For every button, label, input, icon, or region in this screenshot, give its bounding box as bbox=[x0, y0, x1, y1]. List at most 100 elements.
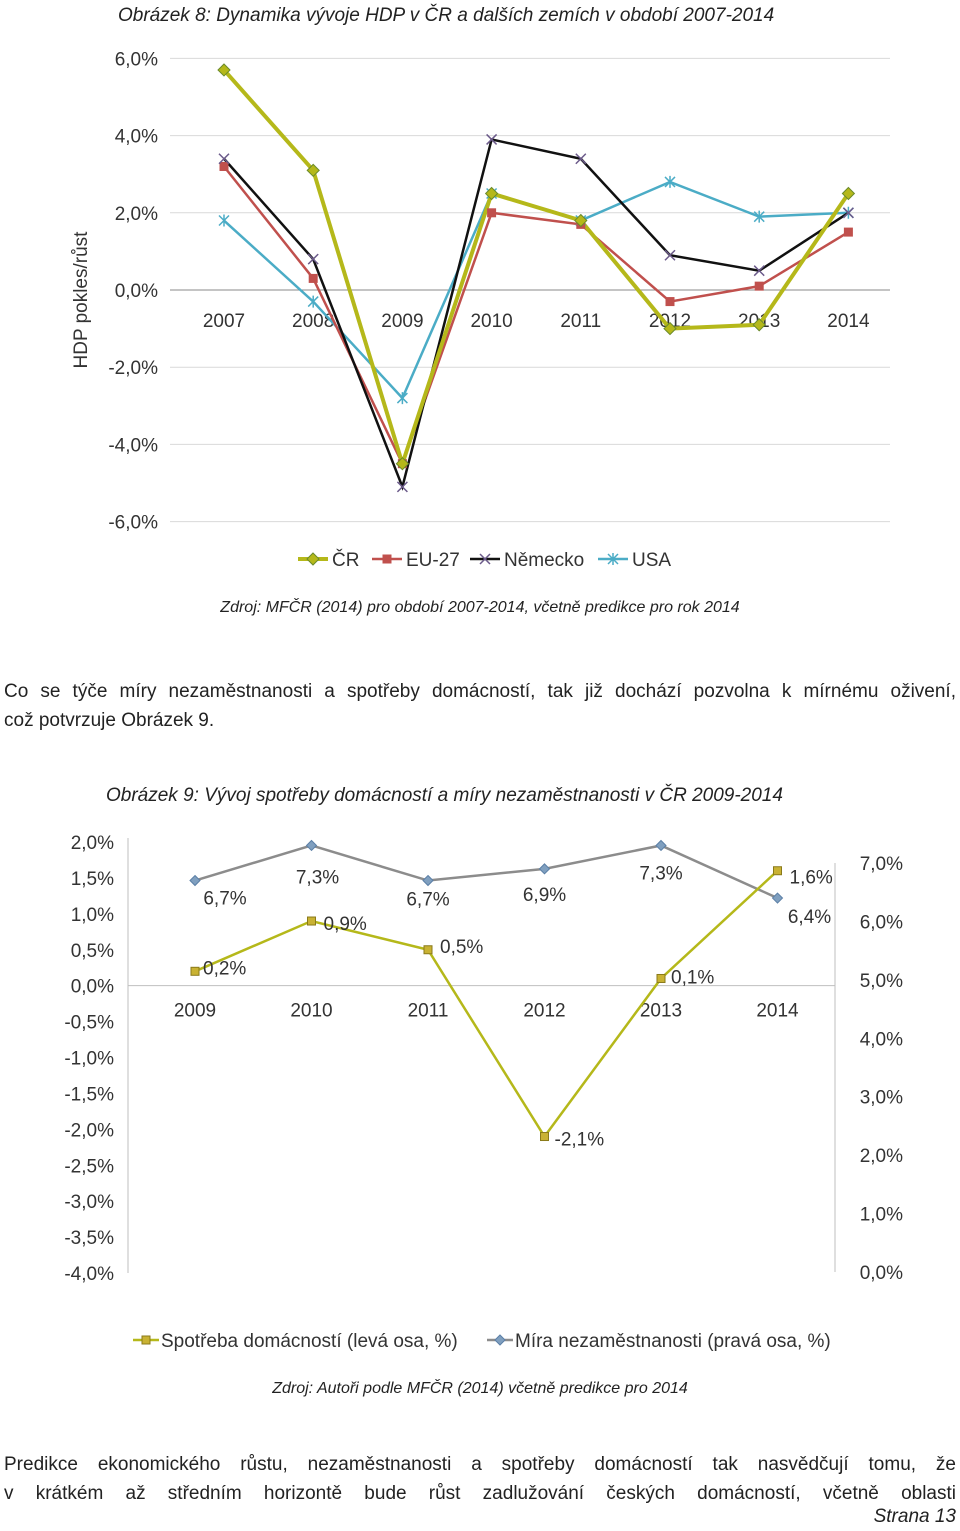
x-tick-label: 2009 bbox=[174, 1001, 216, 1022]
consumption-line bbox=[194, 869, 779, 1139]
unemployment-point bbox=[771, 892, 784, 904]
right-tick-label: 5,0% bbox=[860, 971, 903, 992]
right-tick-label: 1,0% bbox=[860, 1205, 903, 1226]
data-point bbox=[308, 273, 318, 283]
y-tick-label: -4,0% bbox=[108, 435, 158, 456]
left-tick-label: -3,0% bbox=[64, 1192, 114, 1213]
data-point bbox=[396, 481, 408, 493]
data-point bbox=[307, 295, 319, 308]
data-point bbox=[487, 208, 497, 218]
right-tick-label: 3,0% bbox=[860, 1088, 903, 1109]
consumption-point bbox=[190, 966, 200, 976]
consumption-unemployment-chart: 2,0% 1,5% 1,0% 0,5% 0,0% -0,5% -1,0% -1,5% -2,0%… bbox=[64, 833, 903, 1352]
data-point bbox=[306, 163, 320, 178]
x-tick-label: 2010 bbox=[470, 311, 512, 332]
legend-label: Míra nezaměstnanosti (pravá osa, %) bbox=[515, 1331, 831, 1352]
data-point bbox=[663, 321, 677, 336]
data-point bbox=[219, 161, 229, 171]
left-tick-label: 0,5% bbox=[71, 941, 114, 962]
unemployment-data-label: 7,3% bbox=[296, 867, 339, 888]
right-tick-label: 0,0% bbox=[860, 1263, 903, 1284]
x-tick-label: 2014 bbox=[756, 1001, 799, 1022]
right-tick-label: 4,0% bbox=[860, 1029, 903, 1050]
unemployment-point bbox=[655, 839, 667, 852]
consumption-data-label: 0,1% bbox=[671, 967, 714, 988]
x-tick-label: 2008 bbox=[292, 311, 334, 332]
x-tick-label: 2012 bbox=[523, 1001, 565, 1022]
legend-label: USA bbox=[632, 550, 671, 571]
x-tick-label: 2013 bbox=[640, 1001, 682, 1022]
data-point bbox=[217, 63, 231, 77]
data-point bbox=[753, 265, 765, 277]
left-tick-label: -1,0% bbox=[64, 1049, 114, 1070]
legend-marker bbox=[494, 1334, 506, 1346]
data-point bbox=[395, 456, 410, 471]
left-tick-label: -1,5% bbox=[64, 1084, 114, 1105]
unemployment-point bbox=[538, 863, 551, 875]
legend-label: EU-27 bbox=[406, 550, 460, 571]
figure9-caption: Obrázek 9: Vývoj spotřeby domácností a m… bbox=[106, 785, 783, 806]
data-point bbox=[307, 253, 319, 265]
left-tick-label: -4,0% bbox=[64, 1264, 114, 1285]
right-tick-label: 7,0% bbox=[860, 854, 903, 875]
consumption-data-label: 0,5% bbox=[440, 937, 483, 958]
data-point bbox=[396, 392, 408, 405]
figure8-source: Zdroj: MFČR (2014) pro období 2007-2014,… bbox=[220, 599, 740, 616]
consumption-point bbox=[773, 866, 782, 876]
consumption-data-label: 0,9% bbox=[324, 914, 367, 935]
consumption-data-label: 0,2% bbox=[203, 958, 246, 979]
left-tick-label: 0,0% bbox=[71, 977, 114, 998]
gdp-chart: 6,0% 4,0% 2,0% 0,0% -2,0% -4,0% -6,0% HDP pokle… bbox=[71, 49, 890, 571]
legend-marker bbox=[141, 1335, 151, 1345]
y-tick-label: 4,0% bbox=[115, 127, 158, 148]
left-tick-label: -2,5% bbox=[64, 1156, 114, 1177]
y-tick-label: 6,0% bbox=[115, 49, 158, 70]
legend-marker bbox=[306, 552, 320, 566]
paragraph-1-line2: což potvrzuje Obrázek 9. bbox=[4, 710, 215, 731]
consumption-point bbox=[423, 945, 433, 955]
x-tick-label: 2007 bbox=[203, 311, 245, 332]
data-point bbox=[218, 153, 230, 165]
legend-label: Spotřeba domácností (levá osa, %) bbox=[161, 1331, 458, 1352]
consumption-point bbox=[307, 916, 316, 926]
legend-marker bbox=[607, 553, 619, 565]
consumption-data-label: -2,1% bbox=[555, 1130, 605, 1151]
y-tick-label: 2,0% bbox=[115, 204, 158, 225]
data-point bbox=[218, 214, 230, 227]
y-tick-label: -6,0% bbox=[108, 513, 158, 534]
paragraph-2: Predikce ekonomického růstu, nezaměstnan… bbox=[4, 1450, 956, 1508]
y-tick-label: -2,0% bbox=[108, 358, 158, 379]
paragraph-1: Co se týče míry nezaměstnanosti a spotře… bbox=[4, 677, 956, 735]
paragraph-2-line2: v krátkém až středním horizontě bude růs… bbox=[4, 1483, 956, 1504]
left-tick-label: -0,5% bbox=[64, 1013, 114, 1034]
data-point bbox=[574, 213, 588, 228]
paragraph-2-line1: Predikce ekonomického růstu, nezaměstnan… bbox=[4, 1454, 956, 1475]
unemployment-data-label: 7,3% bbox=[639, 863, 682, 884]
consumption-point bbox=[656, 973, 666, 983]
consumption-data-label: 1,6% bbox=[790, 868, 833, 889]
left-tick-label: 1,0% bbox=[71, 905, 114, 926]
series-line-Německo bbox=[223, 137, 850, 491]
left-tick-label: -3,5% bbox=[64, 1228, 114, 1249]
legend-label: Německo bbox=[504, 550, 584, 571]
left-tick-label: 1,5% bbox=[71, 869, 114, 890]
paragraph-1-line1: Co se týče míry nezaměstnanosti a spotře… bbox=[4, 681, 956, 702]
data-point bbox=[842, 207, 854, 219]
unemployment-data-label: 6,4% bbox=[788, 907, 831, 928]
right-tick-label: 6,0% bbox=[860, 912, 903, 933]
y-axis-label: HDP pokles/růst bbox=[71, 231, 92, 369]
unemployment-data-label: 6,9% bbox=[523, 885, 566, 906]
x-tick-label: 2009 bbox=[381, 311, 423, 332]
series-line-EU-27 bbox=[223, 165, 850, 467]
unemployment-data-label: 6,7% bbox=[406, 890, 449, 911]
unemployment-point bbox=[305, 839, 318, 852]
data-point bbox=[753, 210, 765, 223]
data-point bbox=[664, 249, 676, 261]
data-point bbox=[486, 133, 498, 145]
x-tick-label: 2011 bbox=[560, 311, 601, 332]
x-tick-label: 2014 bbox=[827, 311, 870, 332]
legend-label: ČR bbox=[332, 549, 359, 571]
data-point bbox=[665, 297, 675, 307]
y-tick-label: 0,0% bbox=[115, 281, 158, 302]
x-tick-label: 2011 bbox=[408, 1001, 449, 1022]
